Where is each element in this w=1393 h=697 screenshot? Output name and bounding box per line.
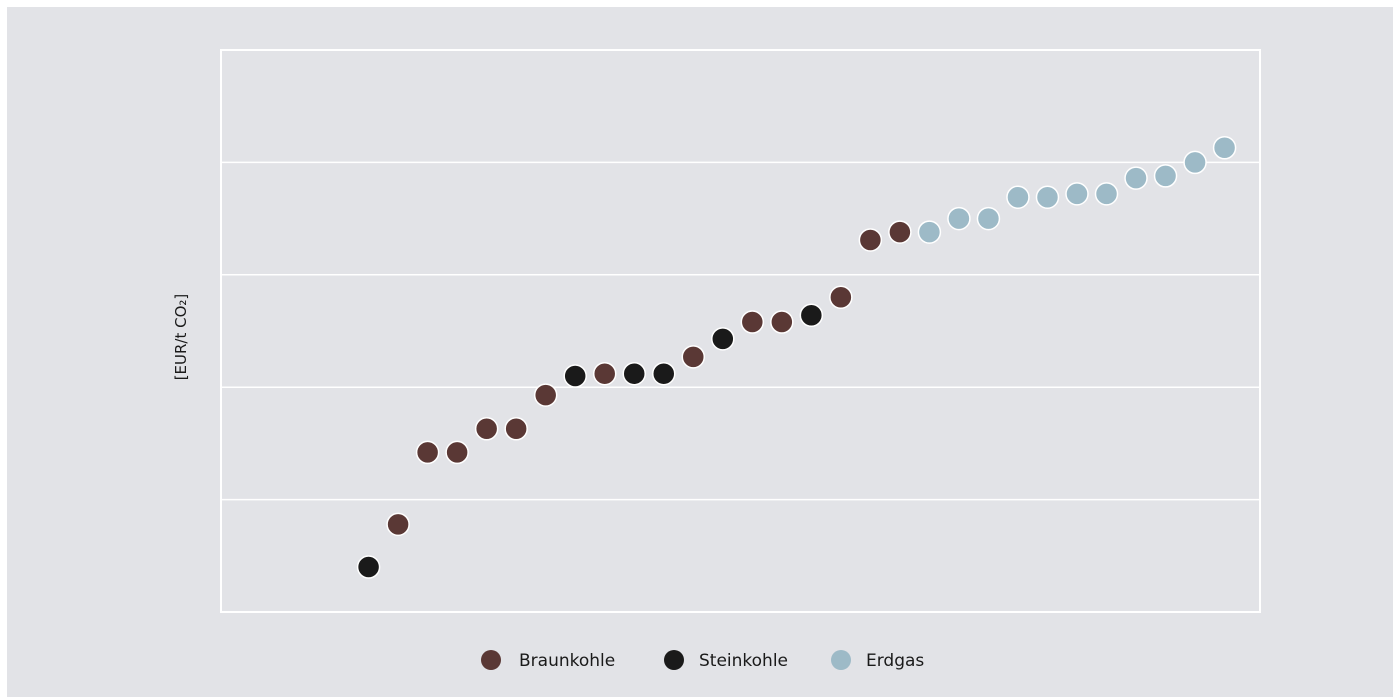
data-point-erdgas — [917, 220, 942, 244]
data-point-erdgas — [1065, 182, 1089, 206]
data-point-braunkohle — [829, 285, 853, 310]
data-point-braunkohle — [533, 383, 558, 407]
data-point-steinkohle — [652, 361, 676, 386]
legend-label-steinkohle: Steinkohle — [699, 651, 788, 671]
gridlines — [221, 161, 1260, 501]
data-point-steinkohle — [799, 303, 824, 328]
data-point-steinkohle — [622, 361, 646, 386]
data-point-braunkohle — [445, 440, 469, 465]
data-points — [356, 136, 1237, 579]
legend-swatch-steinkohle — [664, 650, 684, 670]
legend-item-steinkohle: Steinkohle — [664, 650, 788, 671]
data-point-braunkohle — [740, 310, 765, 334]
data-point-steinkohle — [711, 327, 735, 351]
data-point-steinkohle — [563, 364, 587, 388]
chart-panel: [EUR/t CO₂] Braunkohle Steinkohle Erdgas — [7, 7, 1393, 697]
legend-swatch-erdgas — [831, 650, 851, 670]
data-point-braunkohle — [474, 417, 499, 441]
data-point-braunkohle — [770, 310, 794, 334]
plot-area — [220, 49, 1261, 613]
legend-item-erdgas: Erdgas — [831, 650, 924, 671]
data-point-erdgas — [947, 206, 971, 231]
legend: Braunkohle Steinkohle Erdgas — [481, 650, 924, 671]
data-point-erdgas — [1183, 150, 1207, 175]
data-point-braunkohle — [888, 220, 912, 244]
legend-swatch-braunkohle — [481, 650, 501, 670]
data-point-steinkohle — [356, 555, 381, 579]
data-point-erdgas — [1124, 166, 1148, 190]
y-axis-label: [EUR/t CO₂] — [172, 294, 190, 381]
data-point-erdgas — [1035, 185, 1060, 209]
legend-label-braunkohle: Braunkohle — [519, 651, 615, 671]
data-point-braunkohle — [681, 345, 706, 369]
data-point-erdgas — [976, 206, 1001, 231]
data-point-erdgas — [1094, 182, 1119, 206]
data-point-braunkohle — [858, 228, 883, 252]
data-point-braunkohle — [592, 361, 617, 386]
legend-label-erdgas: Erdgas — [866, 651, 924, 671]
data-point-erdgas — [1006, 185, 1030, 209]
data-point-erdgas — [1153, 164, 1178, 188]
data-point-braunkohle — [415, 440, 440, 465]
data-point-braunkohle — [386, 512, 410, 537]
data-point-erdgas — [1212, 136, 1237, 160]
plot-border — [220, 49, 1261, 613]
legend-item-braunkohle: Braunkohle — [481, 650, 615, 671]
data-point-braunkohle — [504, 417, 528, 441]
scatter-chart: [EUR/t CO₂] Braunkohle Steinkohle Erdgas — [172, 49, 1261, 671]
